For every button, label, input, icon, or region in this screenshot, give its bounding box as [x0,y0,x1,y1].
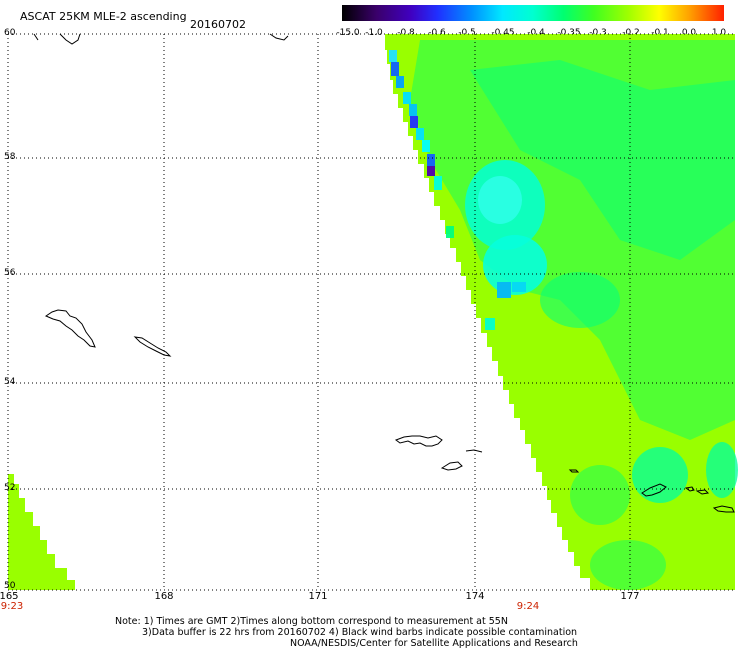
footer-note-1: Note: 1) Times are GMT 2)Times along bot… [115,616,508,627]
colorbar-label: -0.35 [557,28,581,38]
colorbar-label: 0.0 [681,28,697,38]
time-label: 9:24 [516,601,540,612]
island-bering [44,309,96,348]
coastlines [33,33,735,513]
colorbar-label: -15.0 [336,28,360,38]
lon-label: 165 [0,591,19,602]
colorbar-label: -0.45 [491,28,515,38]
lon-label: 174 [465,591,485,602]
coast-top-2 [33,33,39,41]
lat-label: 56 [4,268,16,278]
product-date: 20160702 [190,18,246,31]
lat-label: 52 [4,483,16,493]
island-rat-3 [684,486,695,492]
footer-note-2: 3)Data buffer is 22 hrs from 20160702 4)… [142,627,578,638]
product-title: ASCAT 25KM MLE-2 ascending [20,10,187,23]
coast-kamchatka [269,33,289,41]
island-semichi [465,449,483,453]
colorbar-label: -0.5 [458,28,476,38]
colorbar-label: -0.2 [622,28,640,38]
island-agattu [440,461,463,471]
time-label: 9:23 [0,601,24,612]
island-rat-5 [712,505,735,513]
lat-label: 50 [4,581,16,591]
island-rat-4 [695,489,710,495]
colorbar-label: -0.1 [651,28,669,38]
lon-label: 177 [620,591,640,602]
data-swath-west [8,474,75,590]
lat-label: 54 [4,377,16,387]
colorbar-label: -0.6 [428,28,446,38]
colorbar-label: 1.0 [711,28,727,38]
island-rat-2 [641,483,667,497]
coast-top [59,33,81,45]
lat-label: 60 [4,28,16,38]
colorbar-label: -0.3 [589,28,607,38]
colorbar-label: -1.0 [365,28,383,38]
island-attu [394,435,443,447]
lon-label: 168 [154,591,174,602]
colorbar-label: -0.4 [527,28,545,38]
island-rat-1 [568,469,580,473]
graticule [7,33,735,590]
island-medny [133,336,172,357]
lat-label: 58 [4,152,16,162]
lon-label: 171 [308,591,328,602]
wind-patches [389,40,738,590]
colorbar-label: -0.8 [397,28,415,38]
colorbar [342,5,724,21]
footer-note-3: NOAA/NESDIS/Center for Satellite Applica… [290,638,578,649]
